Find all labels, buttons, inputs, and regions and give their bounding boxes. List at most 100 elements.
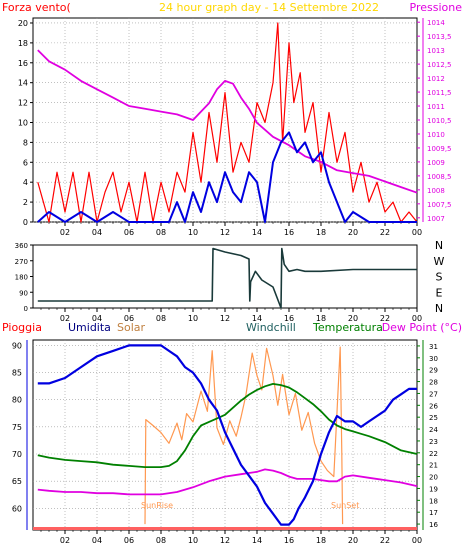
humidity-y-tick-label: 70 xyxy=(12,450,22,459)
wind-direction-x-tick-label: 06 xyxy=(124,314,134,323)
rain-label: Pioggia xyxy=(2,321,42,334)
temperature-y-tick-label: 18 xyxy=(429,497,438,505)
temperature-y-tick-label: 20 xyxy=(429,474,438,482)
temperature-label: Temperatura xyxy=(312,321,383,334)
wind-direction-panel xyxy=(32,244,418,309)
wind-y-tick-label: 18 xyxy=(18,39,28,48)
sunset-label: SunSet xyxy=(331,501,359,510)
pressure-y-tick-label: 1007 xyxy=(427,215,445,223)
temperature-x-tick-label: 04 xyxy=(92,536,102,545)
direction-y-tick-label: 270 xyxy=(15,258,28,266)
direction-y-tick-label: 90 xyxy=(19,289,28,297)
humidity-y-tick-label: 65 xyxy=(12,477,22,486)
rain-baseline xyxy=(33,527,417,530)
temperature-y-tick-label: 16 xyxy=(429,521,438,529)
direction-compass-label: N xyxy=(435,239,443,252)
direction-y-tick-label: 360 xyxy=(15,242,28,250)
pressure-y-tick-label: 1012 xyxy=(427,75,445,83)
pressure-y-tick-label: 1009,5 xyxy=(427,145,452,153)
series-temperatura xyxy=(37,382,418,469)
pressure-y-tick-label: 1012,5 xyxy=(427,61,452,69)
series-solar xyxy=(144,346,344,525)
wind-pressure-x-tick-label: 16 xyxy=(284,228,294,237)
panel-3-frame xyxy=(32,339,418,531)
temperature-x-tick-label: 22 xyxy=(380,536,390,545)
temperature-x-tick-label: 18 xyxy=(316,536,326,545)
direction-y-tick-label: 0 xyxy=(24,305,28,313)
series-forza-vento xyxy=(37,22,418,223)
temperature-y-tick-label: 27 xyxy=(429,390,438,398)
pressure-y-tick-label: 1009 xyxy=(427,159,445,167)
temperature-x-tick-label: 10 xyxy=(188,536,198,545)
pressure-y-tick-label: 1010 xyxy=(427,131,445,139)
direction-compass-label: W xyxy=(434,255,445,268)
temperature-x-tick-label: 14 xyxy=(252,536,262,545)
temperature-y-tick-label: 19 xyxy=(429,485,438,493)
dew-point-label: Dew Point (°C) xyxy=(382,321,462,334)
temperature-x-tick-label: 08 xyxy=(156,536,166,545)
wind-direction-x-tick-label: 02 xyxy=(60,314,70,323)
humidity-y-tick-label: 90 xyxy=(12,341,22,350)
temperature-y-tick-label: 17 xyxy=(429,509,438,517)
sunrise-label: SunRise xyxy=(141,501,173,510)
wind-y-tick-label: 8 xyxy=(23,138,28,147)
humidity-y-tick-label: 85 xyxy=(12,369,22,378)
series-direzione-vento xyxy=(37,247,417,309)
pressure-y-tick-label: 1013 xyxy=(427,47,445,55)
temperature-x-tick-label: 02 xyxy=(60,536,70,545)
direction-y-tick-label: 180 xyxy=(15,274,28,282)
wind-pressure-x-tick-label: 20 xyxy=(348,228,358,237)
wind-direction-x-tick-label: 18 xyxy=(316,314,326,323)
pressure-y-tick-label: 1007,5 xyxy=(427,201,452,209)
direction-compass-label: E xyxy=(436,286,443,299)
temperature-y-tick-label: 23 xyxy=(429,438,438,446)
wind-pressure-x-tick-label: 12 xyxy=(220,228,230,237)
wind-direction-x-tick-label: 20 xyxy=(348,314,358,323)
wind-y-tick-label: 12 xyxy=(18,99,28,108)
temperature-y-tick-label: 30 xyxy=(429,355,438,363)
windchill-label: Windchill xyxy=(246,321,296,334)
temperature-x-tick-label: 06 xyxy=(124,536,134,545)
wind-pressure-x-tick-label: 18 xyxy=(316,228,326,237)
pressure-y-tick-label: 1010,5 xyxy=(427,117,452,125)
wind-direction-x-tick-label: 08 xyxy=(156,314,166,323)
graph-title: 24 hour graph day - 14 Settembre 2022 xyxy=(159,1,379,14)
wind-pressure-x-tick-label: 00 xyxy=(412,228,422,237)
wind-direction-x-tick-label: 16 xyxy=(284,314,294,323)
wind-direction-x-tick-label: 12 xyxy=(220,314,230,323)
temperature-y-tick-label: 24 xyxy=(429,426,438,434)
pressure-y-tick-label: 1011,5 xyxy=(427,89,452,97)
humidity-label: Umidita xyxy=(68,321,111,334)
wind-pressure-x-tick-label: 22 xyxy=(380,228,390,237)
wind-y-tick-label: 20 xyxy=(18,19,28,28)
temperature-y-tick-label: 28 xyxy=(429,379,438,387)
panel-2-frame xyxy=(32,244,418,309)
temperature-x-tick-label: 16 xyxy=(284,536,294,545)
temperature-x-tick-label: 20 xyxy=(348,536,358,545)
wind-direction-x-tick-label: 00 xyxy=(412,314,422,323)
temperature-y-tick-label: 22 xyxy=(429,450,438,458)
wind-y-tick-label: 16 xyxy=(18,59,28,68)
temperature-y-tick-label: 21 xyxy=(429,462,438,470)
humidity-y-tick-label: 80 xyxy=(12,396,22,405)
wind-y-tick-label: 6 xyxy=(23,158,28,167)
temperature-x-tick-label: 12 xyxy=(220,536,230,545)
temperature-y-tick-label: 25 xyxy=(429,414,438,422)
temperature-y-tick-label: 26 xyxy=(429,402,438,410)
series-umidita xyxy=(37,344,417,526)
wind-y-tick-label: 10 xyxy=(18,118,28,127)
temperature-humidity-panel: Pioggia Umidita Solar Windchill Temperat… xyxy=(2,321,462,531)
series-dew-point xyxy=(37,468,418,496)
wind-direction-x-tick-label: 22 xyxy=(380,314,390,323)
solar-label: Solar xyxy=(117,321,146,334)
wind-pressure-x-tick-label: 04 xyxy=(92,228,102,237)
wind-y-tick-label: 4 xyxy=(23,178,28,187)
temperature-x-tick-label: 00 xyxy=(412,536,422,545)
wind-y-tick-label: 14 xyxy=(18,79,28,88)
humidity-y-tick-label: 60 xyxy=(12,504,22,513)
pressure-y-tick-label: 1008,5 xyxy=(427,173,452,181)
wind-direction-x-tick-label: 14 xyxy=(252,314,262,323)
wind-direction-x-tick-label: 10 xyxy=(188,314,198,323)
pressure-axis-label: Pressione xyxy=(410,1,463,14)
